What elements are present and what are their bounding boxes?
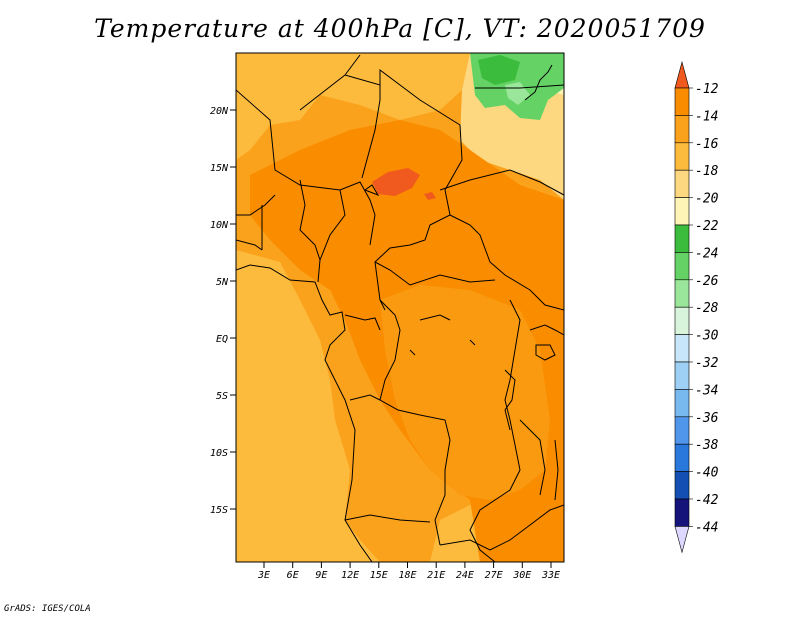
lat-label: 5S (216, 391, 228, 402)
lon-label: 12E (341, 570, 359, 581)
country-borders (236, 54, 564, 562)
lon-label: 6E (287, 570, 299, 581)
colorbar-swatch (674, 471, 690, 500)
lat-label: 15S (210, 505, 228, 516)
colorbar-label: -14 (695, 109, 718, 124)
colorbar: -12 -14 -16 -18 -20 -22 -24 -26 -28 -30 -32 -34 -36 -… (674, 60, 719, 554)
colorbar-label: -44 (695, 520, 718, 535)
colorbar-swatch (674, 115, 690, 144)
colorbar-swatch (674, 306, 690, 335)
map-frame (235, 52, 565, 563)
colorbar-label: -22 (695, 219, 719, 234)
colorbar-swatch (674, 443, 690, 472)
colorbar-swatch (674, 334, 690, 363)
lat-label: 10N (210, 220, 229, 231)
colorbar-label: -42 (695, 493, 719, 508)
colorbar-label: -12 (695, 82, 719, 97)
colorbar-bottom-arrow (674, 526, 690, 554)
colorbar-swatch (674, 279, 690, 308)
lat-label: EQ (216, 334, 228, 345)
colorbar-label: -40 (695, 466, 719, 481)
colorbar-label: -26 (695, 274, 719, 289)
lon-label: 15E (370, 570, 388, 581)
lon-label: 18E (398, 570, 416, 581)
colorbar-swatch (674, 361, 690, 390)
colorbar-label: -28 (695, 301, 719, 316)
lon-label: 9E (315, 570, 327, 581)
colorbar-label: -20 (695, 192, 719, 207)
colorbar-label: -30 (695, 329, 719, 344)
colorbar-swatch (674, 224, 690, 253)
colorbar-swatch (674, 416, 690, 445)
latitude-axis: 20N 15N 10N 5N EQ 5S 10S 15S (210, 106, 236, 516)
lon-label: 27E (485, 570, 503, 581)
colorbar-swatch (674, 389, 690, 418)
colorbar-swatch (674, 169, 690, 198)
colorbar-swatch (674, 252, 690, 281)
colorbar-label: -34 (695, 383, 718, 398)
lat-label: 5N (216, 277, 229, 288)
colorbar-swatch (674, 498, 690, 527)
lon-label: 21E (427, 570, 445, 581)
grads-credit: GrADS: IGES/COLA (4, 604, 91, 614)
colorbar-label: -18 (695, 164, 719, 179)
lon-label: 24E (456, 570, 474, 581)
lon-label: 30E (512, 570, 531, 581)
colorbar-swatch (674, 142, 690, 171)
colorbar-swatch (674, 197, 690, 226)
map-title: Temperature at 400hPa [C], VT: 202005170… (94, 14, 706, 43)
lat-label: 20N (210, 106, 229, 117)
colorbar-label: -16 (695, 137, 719, 152)
lat-label: 15N (210, 163, 229, 174)
colorbar-label: -32 (695, 356, 719, 371)
lon-label: 33E (541, 570, 560, 581)
lon-label: 3E (257, 570, 270, 581)
lat-label: 10S (210, 448, 228, 459)
colorbar-label: -36 (695, 411, 719, 426)
colorbar-label: -38 (695, 438, 719, 453)
colorbar-label: -24 (695, 246, 718, 261)
longitude-axis: 3E 6E 9E 12E 15E 18E 21E 24E 27E 30E 33E (257, 562, 560, 581)
colorbar-top-arrow (674, 60, 690, 89)
map-fill (236, 53, 564, 562)
colorbar-swatch (674, 87, 690, 116)
